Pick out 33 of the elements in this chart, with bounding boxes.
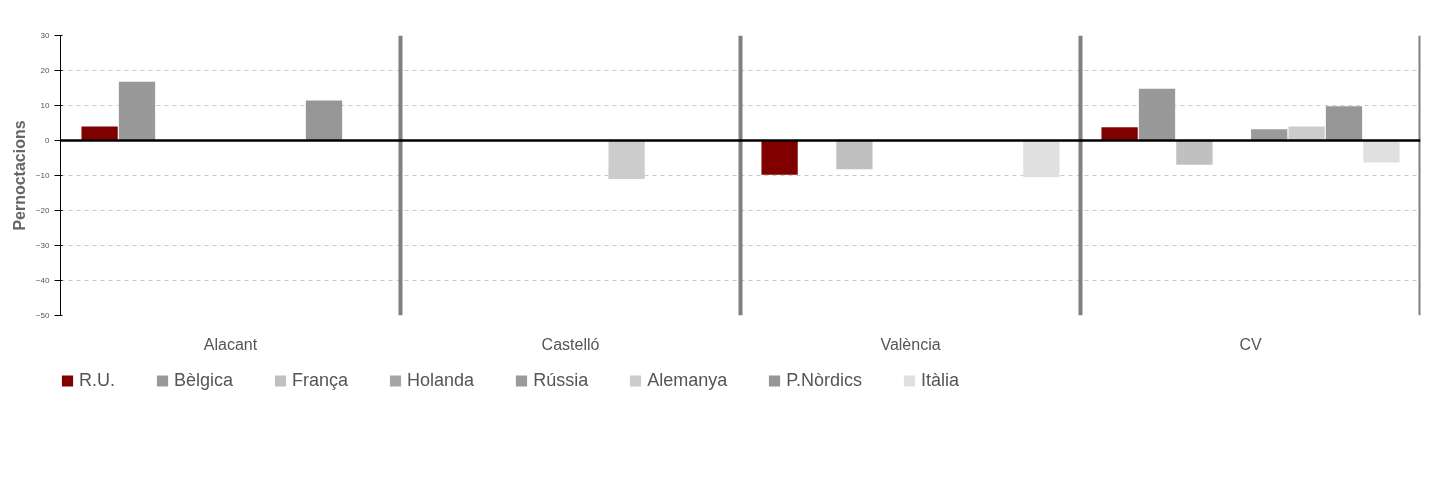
y-tick-label: −40	[35, 276, 51, 285]
bar	[1325, 106, 1363, 141]
legend-label: Alemanya	[647, 369, 728, 391]
legend-label: Itàlia	[920, 369, 959, 391]
y-tick-label: −10	[35, 171, 51, 180]
y-tick-label: 20	[40, 66, 51, 75]
bar	[836, 140, 873, 170]
legend-label: França	[292, 369, 349, 391]
bar	[118, 81, 156, 141]
x-tick-label: CV	[1239, 335, 1262, 353]
y-tick-label: −30	[35, 241, 51, 250]
bar	[1176, 140, 1213, 165]
y-tick-label: 30	[40, 31, 51, 40]
bar	[1101, 127, 1138, 141]
x-tick-label: Alacant	[203, 335, 258, 353]
x-tick-label: València	[880, 335, 941, 353]
bar	[608, 140, 645, 179]
y-axis-title: Pernoctacions	[10, 120, 28, 231]
legend-label: P.Nòrdics	[786, 369, 862, 391]
bar	[1363, 140, 1400, 163]
bar	[1023, 140, 1060, 178]
y-tick-label: −20	[35, 206, 51, 215]
legend-label: Bèlgica	[174, 369, 234, 391]
bar	[1138, 88, 1176, 141]
legend-label: Rússia	[533, 369, 589, 391]
y-tick-label: 0	[45, 136, 51, 145]
y-tick-label: 10	[40, 101, 51, 110]
legend-label: Holanda	[407, 369, 475, 391]
y-tick-label: −50	[35, 311, 51, 320]
x-tick-label: Castelló	[541, 335, 600, 353]
bar	[305, 100, 343, 141]
bar	[761, 140, 798, 175]
legend-label: R.U.	[79, 369, 115, 391]
